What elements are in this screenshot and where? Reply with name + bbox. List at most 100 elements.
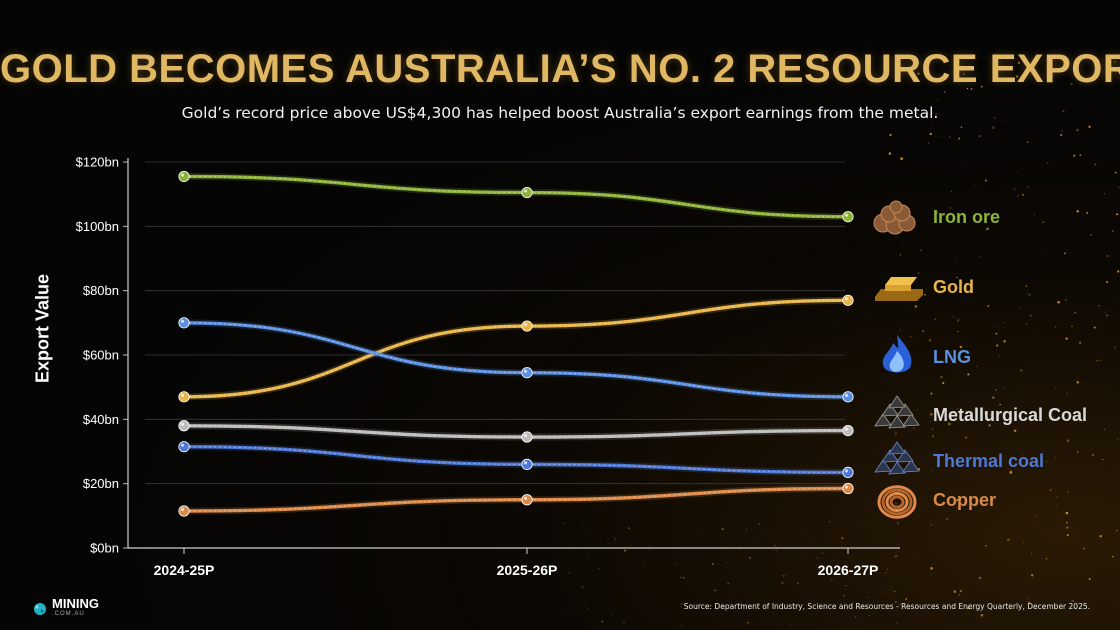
sparkle <box>1004 119 1006 121</box>
sparkle <box>664 571 666 573</box>
sparkle <box>1095 102 1097 104</box>
sparkle <box>964 359 966 362</box>
data-point <box>178 441 190 453</box>
sparkle <box>781 581 784 584</box>
sparkle <box>957 319 960 322</box>
data-point-highlight <box>523 322 528 327</box>
sparkle <box>988 424 991 427</box>
sparkle <box>897 154 899 155</box>
sparkle <box>895 555 898 558</box>
sparkle <box>935 112 938 116</box>
sparkle <box>1065 337 1068 340</box>
grid <box>145 161 845 485</box>
sparkle <box>687 577 690 580</box>
sparkle <box>568 572 571 574</box>
sparkle <box>581 525 583 527</box>
series-iron-ore <box>178 170 854 223</box>
logo-icon <box>34 603 46 615</box>
sparkle <box>961 281 964 284</box>
sparkle <box>930 406 932 408</box>
y-axis-label: Export Value <box>32 273 53 383</box>
sparkle <box>1118 186 1120 189</box>
sparkle <box>1071 599 1074 603</box>
sparkle <box>888 536 891 538</box>
coil-ring <box>885 492 909 512</box>
sparkle <box>1099 359 1101 362</box>
sparkle <box>1060 130 1064 133</box>
sparkle <box>964 436 968 439</box>
sparkle <box>880 607 882 609</box>
sparkle <box>1032 524 1033 526</box>
sparkle <box>956 499 959 502</box>
sparkle <box>922 605 924 607</box>
coal-lump <box>896 449 914 463</box>
sparkle <box>959 345 963 349</box>
coal-lump <box>881 403 899 417</box>
data-point-highlight <box>844 469 849 473</box>
sparkle <box>896 622 898 624</box>
flame-icon <box>882 335 912 373</box>
sparkle <box>608 542 610 544</box>
sparkle <box>978 135 981 138</box>
sparkle <box>1009 471 1013 474</box>
sparkle <box>570 578 573 580</box>
series-gold <box>178 294 854 403</box>
sparkle <box>984 412 986 414</box>
sparkle <box>1017 243 1019 244</box>
sparkle <box>942 381 945 385</box>
y-tick-label: $0bn <box>90 541 119 556</box>
series-label-iron-ore: Iron ore <box>933 207 1000 227</box>
coil-ring <box>889 495 905 509</box>
sparkle <box>968 95 970 97</box>
data-point <box>842 424 854 437</box>
sparkle <box>984 179 987 182</box>
sparkle <box>802 567 803 569</box>
sparkle <box>939 67 941 68</box>
sparkle <box>789 623 791 625</box>
sparkle <box>1117 270 1120 273</box>
sparkle <box>1064 299 1067 302</box>
data-point <box>521 494 533 506</box>
sparkle <box>929 132 932 136</box>
sparkle <box>1026 141 1029 144</box>
sparkle <box>967 607 970 610</box>
sparkle <box>807 553 809 555</box>
series-labels: Iron ore Gold LNG Metallurgical Coal Thermal… <box>933 207 1087 510</box>
mining-logo[interactable]: MINING .COM.AU <box>32 597 99 620</box>
sparkle <box>1031 552 1032 554</box>
data-point-highlight <box>523 369 528 373</box>
sparkle <box>1116 529 1118 532</box>
sparkle <box>894 601 897 604</box>
coal-lump <box>902 413 920 427</box>
sparkle <box>702 569 704 571</box>
sparkle <box>979 256 981 258</box>
sparkle <box>767 621 769 622</box>
coal-lump <box>888 461 906 475</box>
sparkle <box>763 623 765 624</box>
sparkle <box>579 541 580 543</box>
sparkle <box>784 574 787 577</box>
data-point <box>521 431 533 443</box>
sparkle <box>1021 560 1022 562</box>
sparkle <box>1111 230 1114 232</box>
sparkle <box>927 142 930 144</box>
sparkle <box>918 105 920 107</box>
sparkle <box>988 509 990 510</box>
sparkle <box>1016 171 1019 173</box>
sparkle <box>930 392 933 395</box>
sparkle <box>620 537 623 540</box>
sparkle <box>782 574 785 577</box>
data-point <box>842 294 854 306</box>
sparkle <box>1049 489 1052 491</box>
sparkle <box>1076 380 1080 384</box>
sparkle <box>845 584 847 587</box>
sparkle <box>934 318 937 320</box>
sparkle <box>1064 568 1066 570</box>
sparkle <box>1017 61 1021 65</box>
sparkle <box>966 87 969 90</box>
sparkle <box>1025 285 1028 287</box>
sparkle <box>852 608 853 610</box>
sparkle <box>980 85 983 88</box>
sparkle <box>1026 292 1029 295</box>
sparkle <box>821 552 824 554</box>
